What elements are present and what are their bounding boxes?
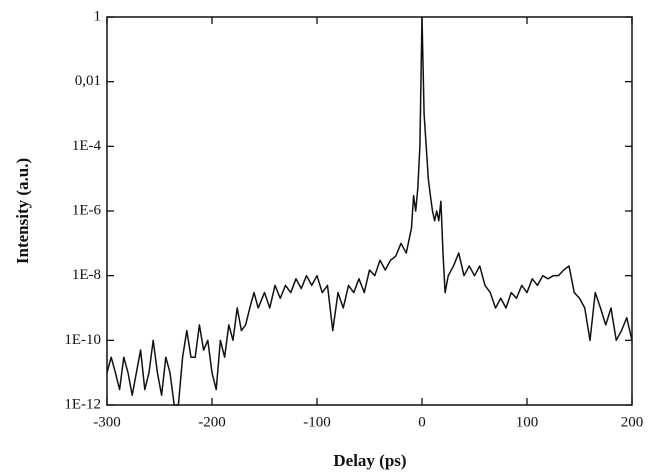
y-tick-label: 0,01 (75, 73, 101, 89)
x-tick-label: -100 (303, 414, 331, 430)
x-tick-label: 100 (516, 414, 539, 430)
y-tick-label: 1E-12 (64, 396, 101, 412)
y-axis-title: Intensity (a.u.) (13, 158, 32, 264)
plot-frame (106, 16, 633, 406)
y-tick-label: 1E-4 (72, 138, 102, 154)
x-tick-label: 200 (621, 414, 644, 430)
x-tick-label: 0 (418, 414, 426, 430)
y-tick-label: 1E-6 (72, 202, 102, 218)
data-line (106, 16, 633, 406)
x-axis-title: Delay (ps) (333, 451, 406, 470)
y-tick-label: 1 (94, 8, 102, 24)
y-tick-label: 1E-10 (64, 332, 101, 348)
y-tick-label: 1E-8 (72, 267, 101, 283)
x-tick-label: -300 (93, 414, 121, 430)
x-tick-label: -200 (198, 414, 226, 430)
